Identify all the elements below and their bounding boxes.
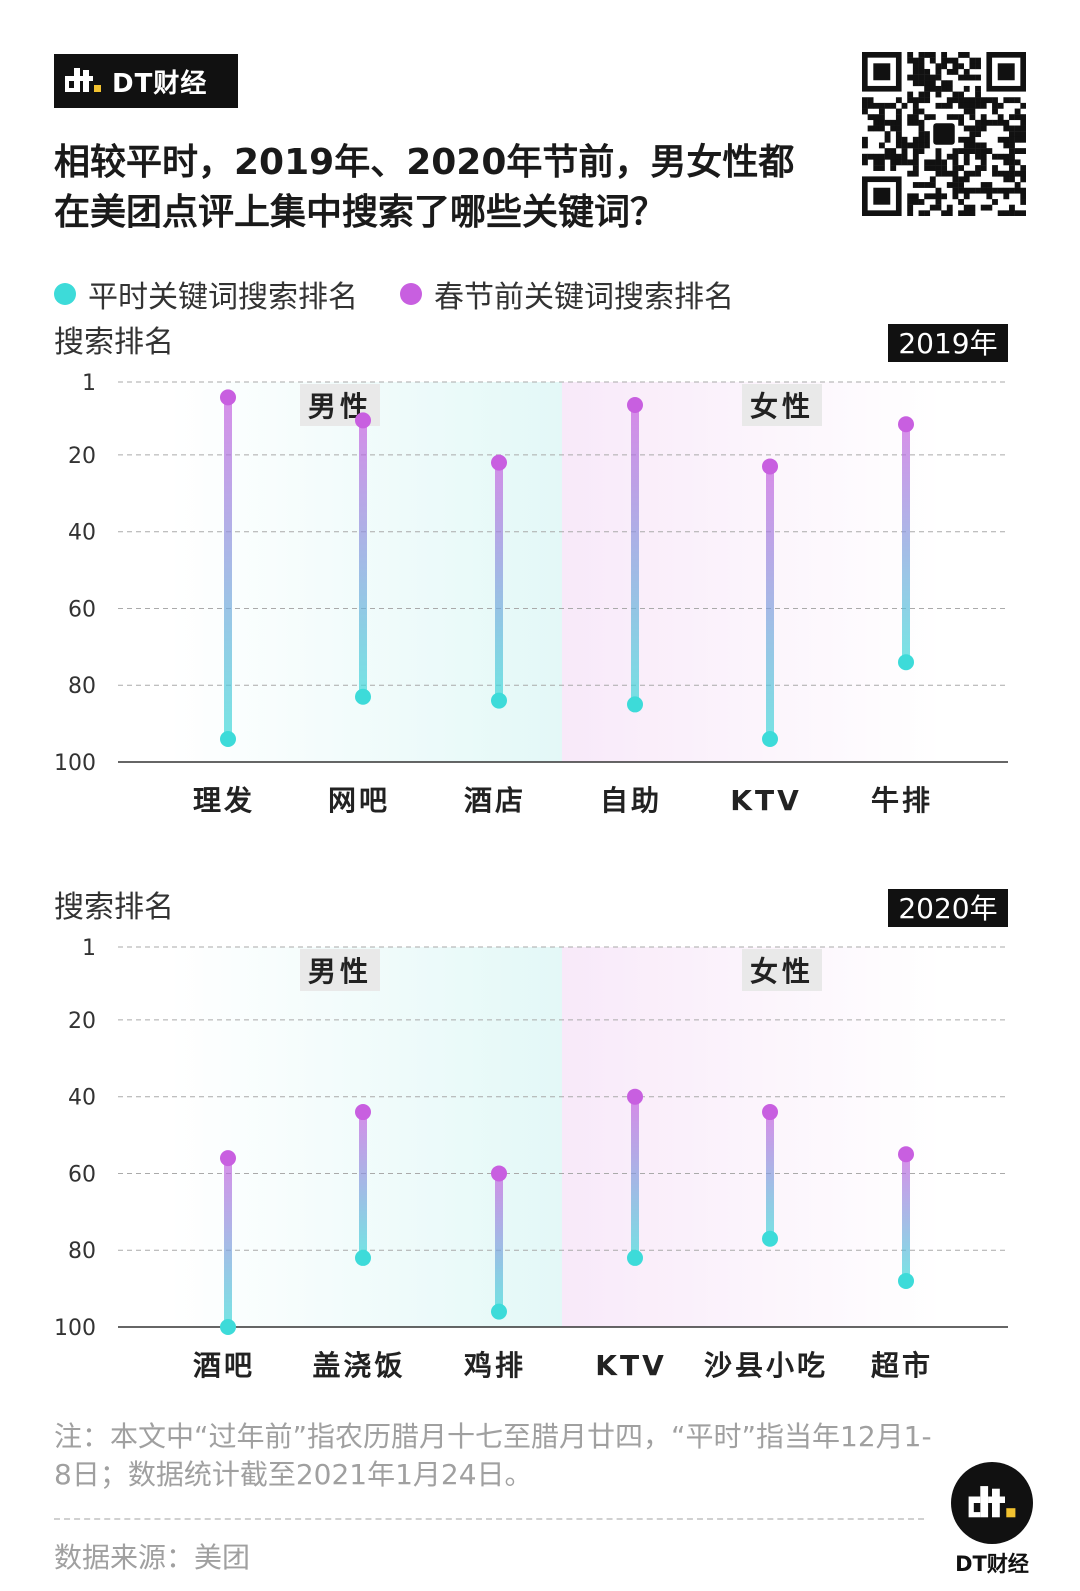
female-group-label: 女性 — [742, 949, 822, 991]
dt-logo-icon — [54, 54, 112, 108]
x-category-label: 网吧 — [328, 784, 390, 817]
dumbbell-bar — [902, 424, 910, 663]
y-tick-label: 40 — [68, 521, 96, 546]
regular-point — [762, 1230, 778, 1247]
regular-point — [762, 730, 778, 747]
male-group-label-text: 男性 — [308, 955, 372, 988]
year-badge-text: 2020年 — [898, 892, 997, 925]
festival-point — [627, 1088, 643, 1105]
x-category-label: 超市 — [871, 1349, 933, 1382]
regular-point — [898, 654, 914, 671]
festival-point — [220, 389, 236, 406]
festival-point — [355, 1104, 371, 1121]
female-group-label: 女性 — [742, 384, 822, 426]
regular-point — [491, 692, 507, 709]
y-tick-label: 20 — [68, 444, 96, 469]
legend: 平时关键词搜索排名 春节前关键词搜索排名 — [54, 272, 776, 316]
footer-logo-text: DT财经 — [955, 1552, 1029, 1576]
festival-point — [491, 454, 507, 471]
year-badge-text: 2019年 — [898, 327, 997, 360]
festival-point — [762, 458, 778, 475]
female-group-label-text: 女性 — [750, 955, 814, 988]
dumbbell-bar — [495, 462, 503, 701]
regular-point — [491, 1303, 507, 1320]
qr-code-icon — [862, 52, 1027, 217]
dumbbell-bar — [766, 466, 774, 739]
brand-badge: DT财经 — [54, 54, 238, 108]
regular-point — [220, 730, 236, 747]
festival-point — [220, 1150, 236, 1167]
data-source: 数据来源：美团 — [54, 1541, 251, 1574]
x-category-label: 牛排 — [871, 784, 933, 817]
y-axis-title: 搜索排名 — [54, 890, 174, 925]
male-group-label: 男性 — [300, 949, 380, 991]
dumbbell-bar — [359, 1112, 367, 1258]
footer-logo-icon — [951, 1462, 1033, 1544]
brand-name: DT财经 — [112, 68, 208, 99]
year-badge: 2020年 — [888, 889, 1008, 927]
y-tick-label: 1 — [82, 936, 96, 961]
dumbbell-bar — [631, 405, 639, 705]
y-tick-label: 1 — [82, 371, 96, 396]
y-tick-label: 80 — [68, 674, 96, 699]
y-tick-label: 60 — [68, 597, 96, 622]
legend-dot-regular — [54, 283, 76, 305]
x-category-label: 沙县小吃 — [704, 1349, 828, 1382]
footnote: 注：本文中“过年前”指农历腊月十七至腊月廿四，“平时”指当年12月1-8日；数据… — [54, 1420, 932, 1491]
festival-point — [898, 1146, 914, 1163]
dumbbell-bar — [631, 1096, 639, 1258]
regular-point — [355, 1249, 371, 1266]
y-tick-label: 100 — [54, 1316, 96, 1341]
x-category-label: 酒店 — [464, 784, 526, 817]
year-badge: 2019年 — [888, 324, 1008, 362]
x-category-label: 理发 — [193, 784, 255, 817]
dumbbell-bar — [766, 1112, 774, 1239]
dumbbell-bar — [902, 1154, 910, 1281]
regular-point — [627, 696, 643, 713]
female-group-bg — [562, 947, 942, 1327]
female-group-bg — [562, 382, 942, 762]
x-category-label: 自助 — [600, 784, 662, 817]
festival-point — [762, 1104, 778, 1121]
page-title: 相较平时，2019年、2020年节前，男女性都在美团点评上集中搜索了哪些关键词？ — [54, 142, 795, 233]
x-category-label: 酒吧 — [193, 1349, 255, 1382]
dumbbell-bar — [224, 397, 232, 739]
dumbbell-bar — [224, 1158, 232, 1327]
y-tick-label: 40 — [68, 1086, 96, 1111]
festival-point — [491, 1165, 507, 1182]
legend-label-festival: 春节前关键词搜索排名 — [434, 280, 734, 315]
x-category-label: 盖浇饭 — [312, 1349, 405, 1382]
legend-dot-festival — [400, 283, 422, 305]
dumbbell-bar — [495, 1173, 503, 1312]
festival-point — [355, 412, 371, 429]
regular-point — [898, 1272, 914, 1289]
regular-point — [355, 688, 371, 705]
regular-point — [627, 1249, 643, 1266]
divider — [54, 1518, 924, 1520]
y-axis-title: 搜索排名 — [54, 325, 174, 360]
legend-item-regular: 平时关键词搜索排名 — [54, 272, 358, 316]
y-tick-label: 100 — [54, 751, 96, 776]
x-category-label: KTV — [730, 784, 801, 817]
legend-label-regular: 平时关键词搜索排名 — [88, 280, 358, 315]
festival-point — [898, 416, 914, 433]
regular-point — [220, 1319, 236, 1335]
y-tick-label: 80 — [68, 1239, 96, 1264]
dumbbell-bar — [359, 420, 367, 697]
female-group-label-text: 女性 — [750, 390, 814, 423]
x-category-label: 鸡排 — [463, 1349, 526, 1382]
y-tick-label: 60 — [68, 1162, 96, 1187]
legend-item-festival: 春节前关键词搜索排名 — [400, 272, 734, 316]
x-category-label: KTV — [595, 1349, 666, 1382]
y-tick-label: 20 — [68, 1009, 96, 1034]
festival-point — [627, 397, 643, 414]
